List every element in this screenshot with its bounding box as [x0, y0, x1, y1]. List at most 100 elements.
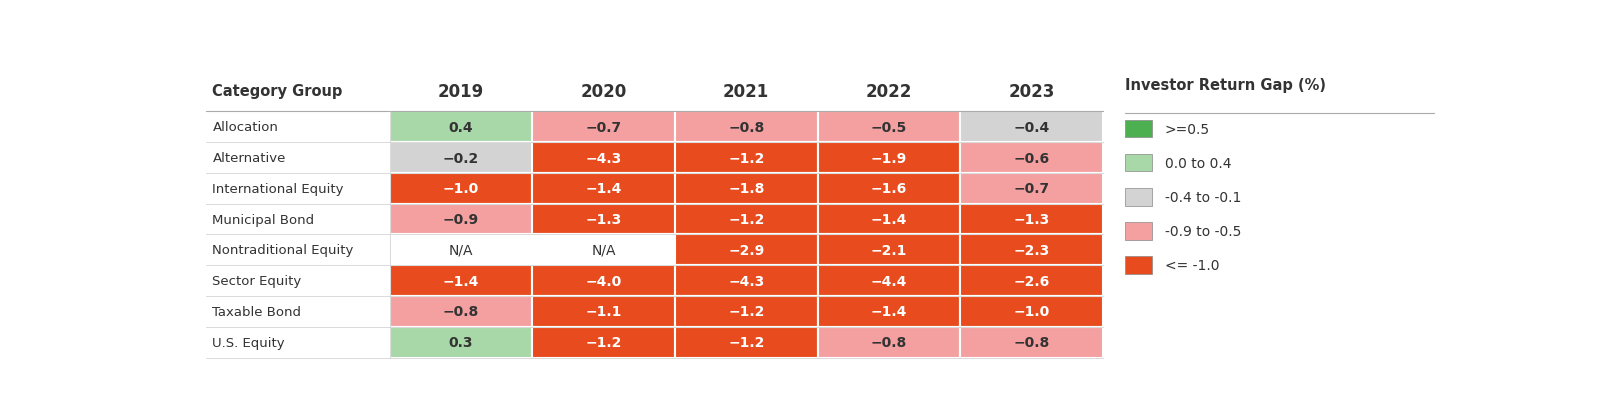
Text: >=0.5: >=0.5	[1165, 122, 1210, 136]
Text: −4.0: −4.0	[586, 274, 622, 288]
Bar	[960, 235, 1102, 265]
Text: 2022: 2022	[866, 83, 912, 101]
Bar	[675, 235, 818, 265]
Bar	[675, 112, 818, 143]
Bar	[533, 296, 675, 327]
Bar	[960, 296, 1102, 327]
Bar	[1125, 257, 1152, 274]
Text: Municipal Bond: Municipal Bond	[213, 213, 315, 226]
Text: −0.4: −0.4	[1013, 120, 1050, 135]
Text: Taxable Bond: Taxable Bond	[213, 305, 301, 318]
Bar	[818, 112, 960, 143]
Bar	[818, 173, 960, 204]
Bar	[533, 112, 675, 143]
Text: Allocation: Allocation	[213, 121, 278, 134]
Bar	[960, 327, 1102, 358]
Bar	[533, 235, 675, 265]
Text: 2023: 2023	[1008, 83, 1054, 101]
Text: −1.9: −1.9	[870, 151, 907, 165]
Text: −1.2: −1.2	[728, 151, 765, 165]
Text: 0.0 to 0.4: 0.0 to 0.4	[1165, 156, 1232, 171]
Bar	[960, 204, 1102, 235]
Text: International Equity: International Equity	[213, 182, 344, 196]
Bar	[390, 296, 533, 327]
Text: −0.9: −0.9	[443, 213, 478, 227]
Text: Category Group: Category Group	[213, 84, 342, 99]
Bar	[1125, 155, 1152, 172]
Text: −2.9: −2.9	[728, 243, 765, 257]
Text: −0.6: −0.6	[1013, 151, 1050, 165]
Text: −1.4: −1.4	[870, 305, 907, 319]
Text: −4.3: −4.3	[586, 151, 622, 165]
Bar	[675, 173, 818, 204]
Bar	[390, 112, 533, 143]
Text: -0.4 to -0.1: -0.4 to -0.1	[1165, 191, 1242, 204]
Bar	[675, 327, 818, 358]
Bar	[533, 265, 675, 296]
Text: −0.8: −0.8	[1013, 335, 1050, 349]
Text: −0.5: −0.5	[870, 120, 907, 135]
Bar	[390, 235, 533, 265]
Text: −1.3: −1.3	[586, 213, 622, 227]
Text: Alternative: Alternative	[213, 152, 286, 164]
Text: −0.8: −0.8	[443, 305, 478, 319]
Bar	[390, 204, 533, 235]
Text: −1.3: −1.3	[1013, 213, 1050, 227]
Text: −1.6: −1.6	[870, 182, 907, 196]
Text: −0.7: −0.7	[1013, 182, 1050, 196]
Text: N/A: N/A	[448, 243, 474, 257]
Text: <= -1.0: <= -1.0	[1165, 258, 1219, 272]
Text: Nontraditional Equity: Nontraditional Equity	[213, 244, 354, 257]
Text: −1.4: −1.4	[870, 213, 907, 227]
Text: −0.7: −0.7	[586, 120, 622, 135]
Bar	[1125, 189, 1152, 206]
Text: 0.3: 0.3	[448, 335, 474, 349]
Text: -0.9 to -0.5: -0.9 to -0.5	[1165, 225, 1242, 238]
Bar	[1125, 121, 1152, 138]
Bar	[675, 265, 818, 296]
Text: −0.2: −0.2	[443, 151, 478, 165]
Bar	[818, 235, 960, 265]
Text: −1.8: −1.8	[728, 182, 765, 196]
Text: −2.3: −2.3	[1013, 243, 1050, 257]
Text: −1.0: −1.0	[1013, 305, 1050, 319]
Text: −1.2: −1.2	[586, 335, 622, 349]
Text: N/A: N/A	[592, 243, 616, 257]
Text: −0.8: −0.8	[728, 120, 765, 135]
Text: −2.1: −2.1	[870, 243, 907, 257]
Bar	[818, 265, 960, 296]
Text: −4.4: −4.4	[870, 274, 907, 288]
Bar	[533, 143, 675, 173]
Bar	[390, 327, 533, 358]
Text: −1.2: −1.2	[728, 305, 765, 319]
Bar	[1125, 223, 1152, 240]
Bar	[390, 265, 533, 296]
Text: −1.4: −1.4	[586, 182, 622, 196]
Text: Sector Equity: Sector Equity	[213, 274, 302, 288]
Bar	[960, 112, 1102, 143]
Text: Investor Return Gap (%): Investor Return Gap (%)	[1125, 77, 1326, 92]
Bar	[533, 204, 675, 235]
Bar	[675, 143, 818, 173]
Bar	[390, 173, 533, 204]
Text: −1.0: −1.0	[443, 182, 478, 196]
Text: 2020: 2020	[581, 83, 627, 101]
Text: −1.1: −1.1	[586, 305, 622, 319]
Bar	[960, 265, 1102, 296]
Text: −1.4: −1.4	[443, 274, 480, 288]
Bar	[675, 204, 818, 235]
Bar	[818, 296, 960, 327]
Text: 2021: 2021	[723, 83, 770, 101]
Bar	[960, 143, 1102, 173]
Bar	[533, 173, 675, 204]
Bar	[390, 143, 533, 173]
Bar	[818, 143, 960, 173]
Bar	[818, 327, 960, 358]
Text: 2019: 2019	[438, 83, 485, 101]
Text: U.S. Equity: U.S. Equity	[213, 336, 285, 349]
Bar	[818, 204, 960, 235]
Bar	[960, 173, 1102, 204]
Bar	[533, 327, 675, 358]
Text: −2.6: −2.6	[1013, 274, 1050, 288]
Text: −0.8: −0.8	[870, 335, 907, 349]
